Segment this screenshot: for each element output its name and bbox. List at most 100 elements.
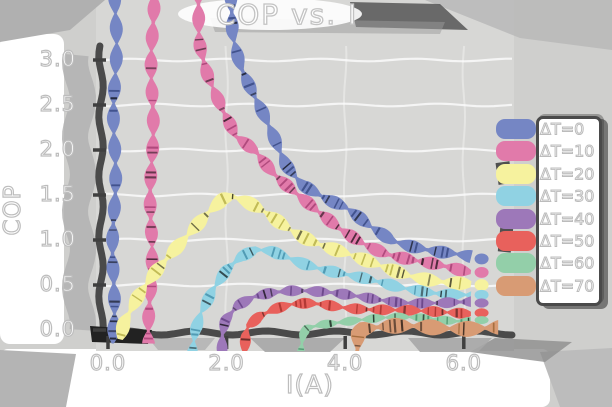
ribbon-dt-0-hatch bbox=[227, 4, 236, 8]
ribbon-dt-10-hatch bbox=[241, 138, 250, 149]
ribbon-dt-10-hatch bbox=[195, 47, 207, 52]
ribbon-dt-40-hatch bbox=[219, 323, 229, 327]
ribbon-dt-10-hatch bbox=[366, 242, 372, 250]
ribbon-dt-10-hatch bbox=[223, 116, 232, 123]
axis-shadow-1 bbox=[408, 338, 492, 352]
ribbon-dt-70-hatch bbox=[368, 323, 372, 334]
ribbon-dt-70-hatch bbox=[351, 335, 365, 339]
ribbon-dt-10-hatch bbox=[218, 106, 225, 112]
decor-blob-5 bbox=[540, 348, 612, 407]
ribbon-dt-10-hatch bbox=[344, 229, 351, 239]
ribbon-dt-0-hatch bbox=[243, 82, 255, 89]
ribbon-dt-0-hatch bbox=[285, 165, 295, 174]
y-tick-label-1.0: 1.0 bbox=[39, 226, 76, 251]
ribbon-dt-40-hatch bbox=[335, 289, 339, 297]
ribbon-dt-20-hatch bbox=[458, 277, 462, 290]
ribbon-dt-20-hatch bbox=[270, 213, 278, 224]
decor-blob-4 bbox=[0, 350, 76, 407]
x-tick-label-2.0: 2.0 bbox=[208, 350, 245, 375]
ribbon-dt-30-hatch bbox=[248, 247, 254, 256]
ribbon-dt-40-hatch bbox=[220, 317, 230, 324]
ribbon-dt-30-hatch bbox=[440, 290, 443, 298]
ribbon-dt-0-hatch bbox=[440, 246, 445, 258]
ribbon-dt-10-hatch bbox=[396, 252, 402, 262]
y-tick-label-0.5: 0.5 bbox=[39, 271, 76, 296]
ribbon-dt-20-hatch bbox=[401, 269, 405, 279]
ribbon-dt-20-hatch bbox=[266, 211, 271, 218]
ribbon-dt-70-hatch bbox=[382, 322, 385, 331]
ribbon-dt-30 bbox=[187, 245, 472, 351]
ribbon-dt-10-hatch bbox=[350, 232, 358, 244]
ribbon-dt-0-hatch bbox=[250, 92, 257, 97]
x-tick-label-0.0: 0.0 bbox=[89, 350, 127, 375]
ribbon-dt-40 bbox=[216, 285, 471, 351]
ribbon-dt-50-hatch bbox=[328, 300, 332, 311]
ribbon-dt-70-hatch bbox=[354, 344, 361, 347]
ribbon-dt-20-hatch bbox=[156, 262, 165, 270]
decor-blob-0 bbox=[0, 0, 105, 42]
ribbon-dt-10-hatch bbox=[258, 156, 267, 164]
ribbon-dt-50-hatch bbox=[355, 304, 358, 314]
ribbon-dt-0-hatch bbox=[353, 211, 362, 222]
ribbon-dt-0-hatch bbox=[324, 195, 331, 204]
ribbon-dt-0-hatch bbox=[255, 106, 267, 113]
ribbon-dt-30-hatch bbox=[322, 266, 327, 274]
ribbon-dt-0-hatch bbox=[226, 21, 238, 25]
ribbon-dt-0-hatch bbox=[231, 49, 242, 54]
ribbon-dt-50-hatch bbox=[403, 305, 407, 315]
gridline-y-2.5 bbox=[99, 102, 513, 108]
ribbon-dt-20-hatch bbox=[203, 212, 209, 218]
ribbon-dt-30-hatch bbox=[281, 252, 286, 260]
decor-blob-6 bbox=[470, 338, 572, 362]
ribbon-dt-20-hatch bbox=[395, 266, 402, 279]
ribbon-dt-40-hatch bbox=[347, 290, 351, 300]
ribbon-dt-20-hatch bbox=[384, 264, 389, 273]
series-group bbox=[106, 0, 499, 351]
ribbon-dt-10-hatch bbox=[430, 257, 434, 269]
ribbon-dt-0-hatch bbox=[272, 141, 282, 147]
ribbon-dt-0-hatch bbox=[333, 198, 340, 209]
ribbon-dt-10-hatch bbox=[201, 62, 208, 66]
ribbon-dt-20-hatch bbox=[369, 257, 375, 268]
ribbon-dt-10-hatch bbox=[355, 236, 362, 245]
gridline-y-2.0 bbox=[99, 147, 512, 153]
ribbon-dt-20-hatch bbox=[352, 252, 357, 260]
ribbon-dt-0-hatch bbox=[338, 201, 344, 210]
ribbon-dt-40-hatch bbox=[388, 297, 390, 305]
ribbon-dt-10-hatch bbox=[260, 160, 271, 168]
ribbon-dt-10-hatch bbox=[335, 224, 340, 230]
ribbon-dt-70-hatch bbox=[400, 319, 404, 332]
ribbon-dt-0-hatch bbox=[321, 194, 326, 200]
ribbon-dt-50 bbox=[239, 297, 471, 351]
ribbon-dt-10-hatch bbox=[319, 211, 325, 218]
ribbon-dt-10-hatch bbox=[304, 199, 314, 209]
ribbon-dt-40-hatch bbox=[366, 293, 370, 303]
ribbon-dt-20-hatch bbox=[449, 277, 453, 288]
ribbon-dt-30-endcap bbox=[474, 289, 489, 300]
ribbon-dt-10-hatch bbox=[288, 186, 296, 194]
ribbon-dt-30-hatch bbox=[241, 249, 249, 260]
y-spine-shadow bbox=[61, 53, 97, 331]
ribbon-dt-0-hatch bbox=[445, 248, 450, 258]
ribbon-dt-20 bbox=[115, 192, 472, 340]
ribbon-dt-30-hatch bbox=[218, 270, 229, 279]
ribbon-dt-30-hatch bbox=[368, 276, 373, 284]
ribbon-dt-20-hatch bbox=[287, 226, 292, 232]
ribbon-dt-0 bbox=[106, 0, 473, 344]
ribbon-dt-60-hatch bbox=[303, 325, 310, 332]
ribbon-dt-30-hatch bbox=[337, 268, 341, 278]
gridline-y-3.0 bbox=[99, 57, 512, 63]
ribbon-dt-0-hatch bbox=[350, 209, 358, 218]
ribbon-dt-30-hatch bbox=[413, 285, 417, 295]
ribbon-dt-10-endcap bbox=[474, 266, 489, 278]
ribbon-dt-50-hatch bbox=[379, 305, 382, 315]
ribbon-dt-0-endcap bbox=[474, 253, 489, 265]
ribbon-dt-10-hatch bbox=[462, 266, 466, 276]
gridline-y-0.5 bbox=[99, 282, 513, 288]
ribbon-dt-10-hatch bbox=[226, 124, 237, 131]
ribbon-dt-0-hatch bbox=[433, 246, 437, 256]
ribbon-dt-0-hatch bbox=[241, 72, 247, 76]
ribbon-dt-40-hatch bbox=[232, 307, 237, 311]
